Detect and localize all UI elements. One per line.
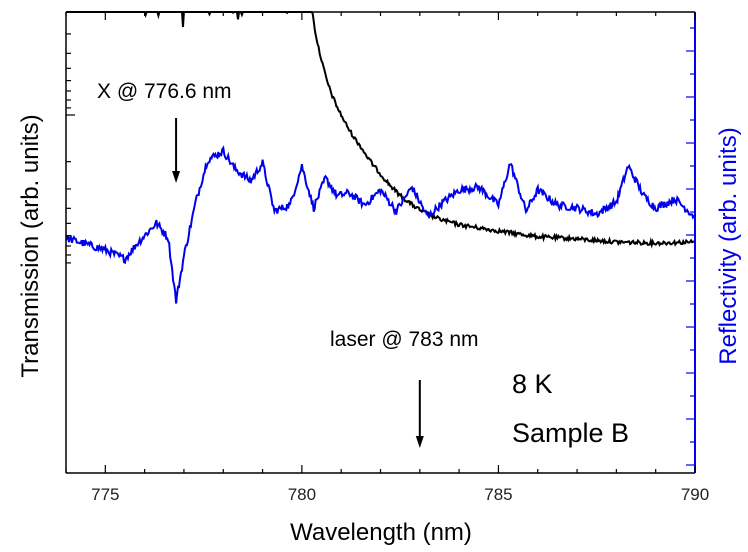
reflectivity-series [65,145,696,304]
exciton-arrow-head [172,171,181,183]
x-tick-label: 780 [288,485,316,504]
right-axis-title: Reflectivity (arb. units) [715,127,742,364]
x-tick-label: 775 [91,485,119,504]
sample-label: Sample B [512,418,629,448]
laser-arrow-head [415,436,424,448]
temperature-label: 8 K [512,369,553,399]
x-axis-ticks: 775 780 785 790 [65,12,709,504]
reflectivity-line [65,145,696,304]
left-axis-title: Transmission (arb. units) [17,114,44,377]
x-tick-label: 790 [681,485,709,504]
x-axis-title: Wavelength (nm) [290,519,472,546]
laser-annotation: laser @ 783 nm [330,328,479,351]
exciton-annotation: X @ 776.6 nm [97,80,232,103]
annotation-arrows [172,118,424,448]
left-axis-ticks [66,33,75,264]
x-tick-label: 785 [484,485,512,504]
right-axis-ticks [686,27,695,466]
